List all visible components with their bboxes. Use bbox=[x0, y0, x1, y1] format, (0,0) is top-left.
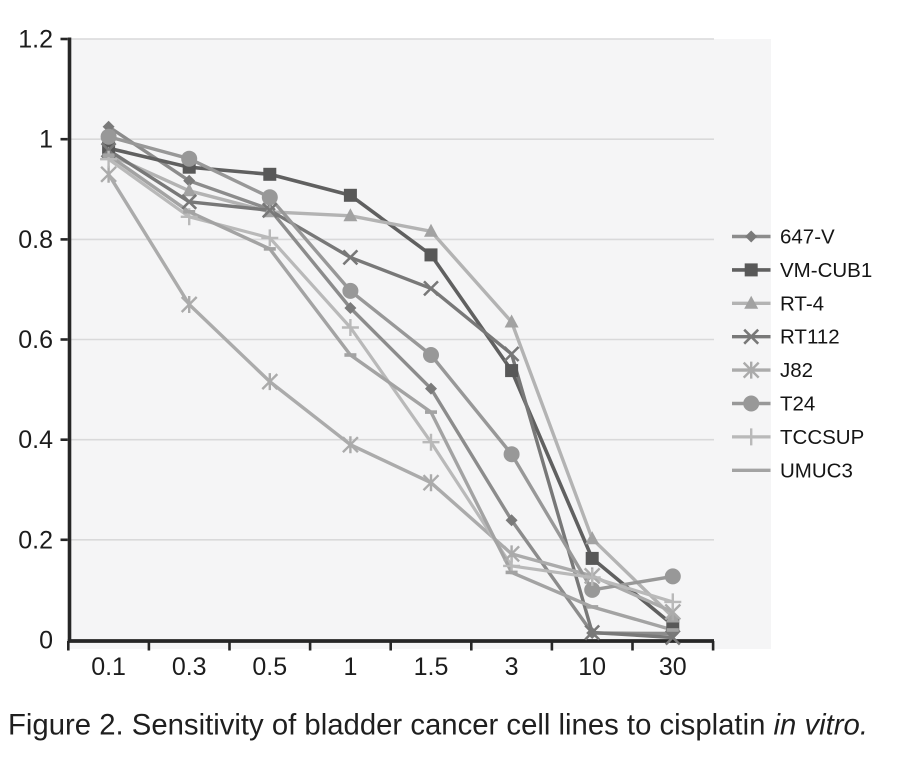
svg-text:0.6: 0.6 bbox=[18, 326, 53, 354]
svg-text:0.4: 0.4 bbox=[18, 426, 53, 454]
svg-text:T24: T24 bbox=[780, 393, 815, 416]
svg-text:1.5: 1.5 bbox=[414, 653, 449, 681]
svg-text:0: 0 bbox=[39, 627, 53, 655]
svg-text:VM-CUB1: VM-CUB1 bbox=[780, 259, 872, 282]
svg-text:1.2: 1.2 bbox=[18, 26, 53, 54]
svg-text:0.1: 0.1 bbox=[91, 653, 126, 681]
svg-text:30: 30 bbox=[659, 653, 687, 681]
svg-text:0.2: 0.2 bbox=[18, 526, 53, 554]
svg-text:10: 10 bbox=[578, 653, 606, 681]
svg-text:0.8: 0.8 bbox=[18, 226, 53, 254]
svg-text:UMUC3: UMUC3 bbox=[780, 459, 853, 482]
svg-text:1: 1 bbox=[39, 126, 53, 154]
svg-text:0.5: 0.5 bbox=[252, 653, 287, 681]
svg-text:J82: J82 bbox=[780, 359, 813, 382]
svg-text:647-V: 647-V bbox=[780, 226, 835, 249]
svg-text:0.3: 0.3 bbox=[172, 653, 207, 681]
svg-text:Figure 2. Sensitivity of bladd: Figure 2. Sensitivity of bladder cancer … bbox=[8, 708, 868, 741]
svg-text:RT112: RT112 bbox=[780, 326, 840, 349]
svg-text:1: 1 bbox=[343, 653, 357, 681]
svg-text:RT-4: RT-4 bbox=[780, 292, 824, 315]
svg-text:TCCSUP: TCCSUP bbox=[780, 426, 864, 449]
svg-text:3: 3 bbox=[505, 653, 519, 681]
